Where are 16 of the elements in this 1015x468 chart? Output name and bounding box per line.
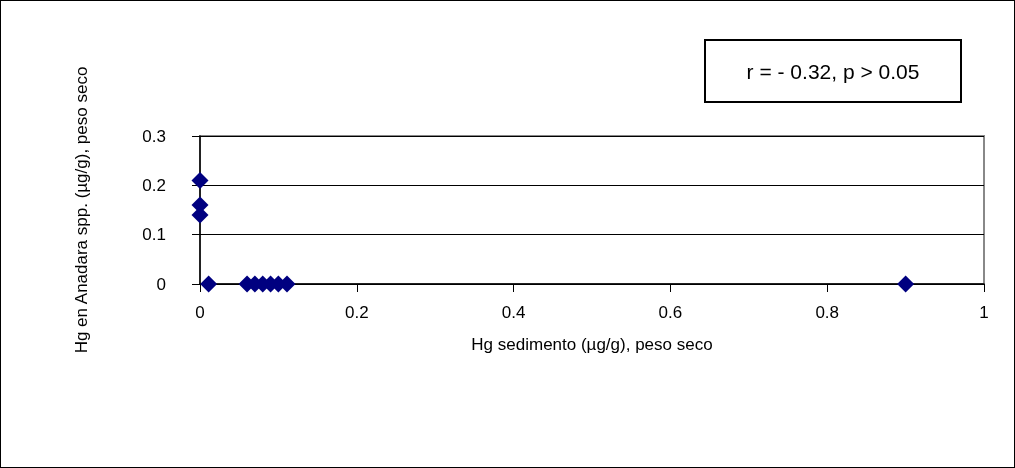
x-tick-label: 0.8 [815, 303, 840, 322]
y-tick-label: 0 [156, 274, 166, 294]
point [200, 275, 218, 293]
x-tick-label: 0.4 [501, 303, 526, 322]
x-tick-label: 1 [979, 303, 989, 322]
y-tick-label: 0.1 [142, 225, 166, 245]
y-axis-title: Hg en Anadara spp. (µg/g), peso seco [72, 66, 91, 354]
point [191, 171, 209, 189]
x-tick-label: 0.6 [658, 303, 683, 322]
point [897, 275, 915, 293]
text: r = - 0.32, p > 0.05 [746, 59, 920, 83]
x-axis-title: Hg sedimento (µg/g), peso seco [471, 335, 713, 354]
x-tick-label: 0 [195, 303, 205, 322]
y-tick-label: 0.3 [142, 126, 166, 146]
y-tick-label: 0.2 [142, 175, 166, 195]
x-tick-label: 0.2 [344, 303, 369, 322]
